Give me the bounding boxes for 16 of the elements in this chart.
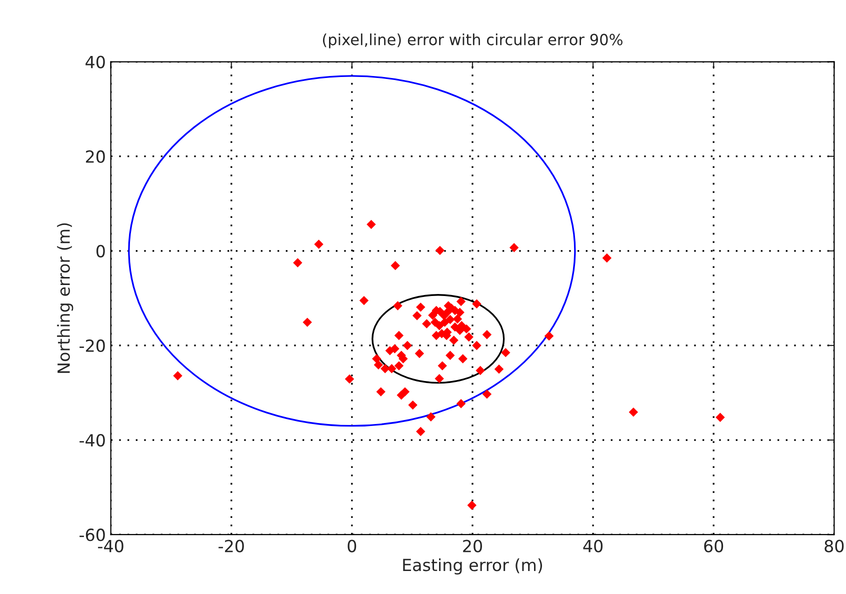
x-tick-label: 0 <box>348 540 356 552</box>
x-axis-title: Easting error (m) <box>403 558 542 574</box>
x-tick-label: 60 <box>704 540 724 552</box>
y-tick-label: -60 <box>80 528 105 542</box>
y-tick-label: -20 <box>80 339 105 352</box>
y-tick-label: -40 <box>80 434 105 447</box>
y-tick-label: 20 <box>86 150 105 163</box>
x-tick-label: 40 <box>583 540 603 552</box>
y-tick-label: 40 <box>86 56 105 68</box>
y-axis-title: Northing error (m) <box>57 223 74 373</box>
x-tick-label: -40 <box>98 540 124 552</box>
y-tick-label: 0 <box>96 244 105 258</box>
x-tick-label: -20 <box>218 540 244 552</box>
x-tick-label: 20 <box>463 540 482 552</box>
x-tick-label: 80 <box>824 540 844 552</box>
chart-title: (pixel,line) error with circular error 90% <box>322 34 622 48</box>
